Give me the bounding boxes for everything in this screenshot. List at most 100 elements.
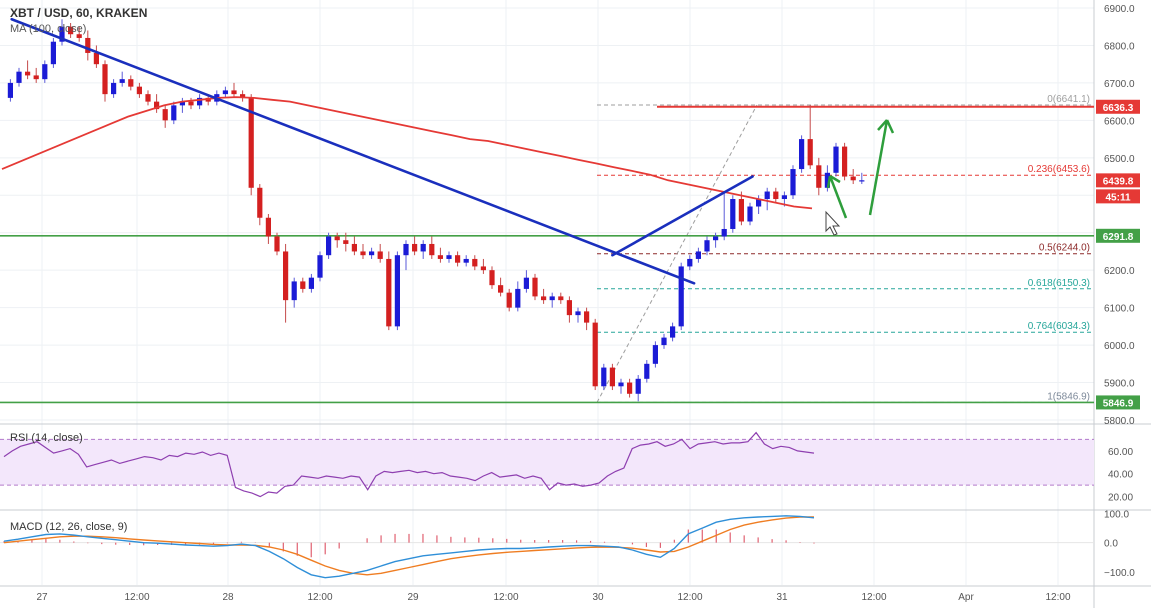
- current-price-badge-bg: [1096, 173, 1140, 188]
- time-tick-label: 12:00: [1045, 592, 1070, 603]
- candle-body: [609, 367, 615, 387]
- candle-body: [317, 255, 323, 278]
- macd-tick-label: 0.0: [1104, 539, 1118, 550]
- candle-body: [670, 326, 676, 338]
- candle-body: [859, 180, 865, 182]
- candle-body: [816, 165, 822, 188]
- price-tick-label: 6600.0: [1104, 116, 1135, 127]
- candle-body: [523, 277, 529, 289]
- chart-title: XBT / USD, 60, KRAKEN: [10, 6, 147, 20]
- candle-body: [93, 52, 99, 65]
- arrow-down-icon: [828, 175, 848, 219]
- fib-level-label: 1(5846.9): [1047, 391, 1090, 402]
- price-tick-label: 6700.0: [1104, 79, 1135, 90]
- candle-body: [265, 217, 271, 237]
- candle-body: [386, 258, 392, 327]
- time-tick-label: 27: [36, 592, 48, 603]
- candle-body: [76, 34, 82, 38]
- candle-body: [463, 258, 469, 263]
- candle-body: [764, 191, 770, 200]
- support-price-badge-bg: [1096, 395, 1140, 410]
- candle-body: [644, 363, 650, 379]
- candle-body: [437, 255, 443, 259]
- rsi-tick-label: 20.00: [1108, 493, 1133, 504]
- support-price-badge: 6291.8: [1103, 232, 1134, 243]
- fib-level-label: 0.618(6150.3): [1028, 278, 1090, 289]
- time-tick-label: 29: [407, 592, 419, 603]
- candle-body: [661, 337, 667, 346]
- candle-body: [68, 26, 74, 35]
- macd-pane: [0, 515, 1094, 579]
- candle-body: [541, 296, 547, 301]
- candle-body: [687, 258, 693, 267]
- candle-body: [283, 251, 289, 301]
- price-tick-label: 6100.0: [1104, 304, 1135, 315]
- arrow-head: [877, 119, 895, 134]
- candle-body: [515, 288, 521, 308]
- candle-body: [756, 199, 762, 207]
- axes: 6900.06800.06700.06600.06500.06400.06300…: [36, 4, 1140, 603]
- bullish-trend-line: [611, 175, 754, 257]
- time-tick-label: 12:00: [124, 592, 149, 603]
- candle-timer-badge: 45:11: [1105, 192, 1130, 203]
- resistance-price-badge: 6636.3: [1103, 103, 1134, 114]
- time-tick-label: 12:00: [307, 592, 332, 603]
- candle-body: [50, 41, 56, 65]
- macd-tick-label: −100.0: [1104, 568, 1135, 579]
- price-tick-label: 6800.0: [1104, 41, 1135, 52]
- candle-body: [601, 367, 607, 387]
- candle-body: [179, 101, 185, 106]
- candle-body: [85, 37, 91, 53]
- candle-body: [188, 101, 194, 106]
- fib-trend-line: [596, 104, 758, 403]
- candle-body: [7, 82, 13, 98]
- candle-body: [197, 97, 203, 106]
- candle-body: [274, 236, 280, 252]
- candle-body: [25, 71, 31, 76]
- price-tick-label: 6000.0: [1104, 341, 1135, 352]
- candle-body: [369, 251, 375, 256]
- candle-body: [412, 243, 418, 252]
- candle-body: [360, 251, 366, 256]
- candle-body: [738, 199, 744, 222]
- macd-signal-line: [3, 516, 814, 576]
- arrow-head: [826, 174, 841, 189]
- candle-body: [549, 296, 555, 301]
- candle-body: [16, 71, 22, 83]
- candle-body: [833, 146, 839, 173]
- candle-body: [145, 94, 151, 102]
- fib-level-label: 0(6641.1): [1047, 94, 1090, 105]
- candle-body: [171, 105, 177, 121]
- candle-body: [584, 311, 590, 323]
- rsi-tick-label: 40.00: [1108, 470, 1133, 481]
- time-tick-label: 31: [776, 592, 788, 603]
- candle-timer-badge-bg: [1096, 189, 1140, 204]
- candle-body: [420, 243, 426, 252]
- candle-body: [59, 26, 65, 42]
- rsi-line: [3, 431, 815, 498]
- candle-body: [308, 277, 314, 289]
- candle-body: [489, 270, 495, 286]
- candle-body: [498, 285, 504, 293]
- candle-body: [532, 277, 538, 297]
- candle-body: [343, 240, 349, 244]
- candle-body: [799, 139, 805, 170]
- time-tick-label: Apr: [958, 592, 974, 603]
- candle-body: [558, 296, 564, 301]
- candle-body: [730, 199, 736, 229]
- candle-body: [842, 146, 848, 177]
- candle-body: [394, 255, 400, 327]
- time-tick-label: 30: [592, 592, 604, 603]
- rsi-band: [0, 439, 1094, 486]
- candle-body: [472, 258, 478, 267]
- candle-body: [222, 90, 228, 95]
- macd-tick-label: 100.0: [1104, 509, 1129, 520]
- fib-level-label: 0.764(6034.3): [1028, 321, 1090, 332]
- candle-body: [291, 281, 297, 301]
- candle-body: [240, 94, 246, 98]
- macd-legend: MACD (12, 26, close, 9): [10, 521, 127, 533]
- price-tick-label: 5800.0: [1104, 416, 1135, 427]
- time-tick-label: 12:00: [861, 592, 886, 603]
